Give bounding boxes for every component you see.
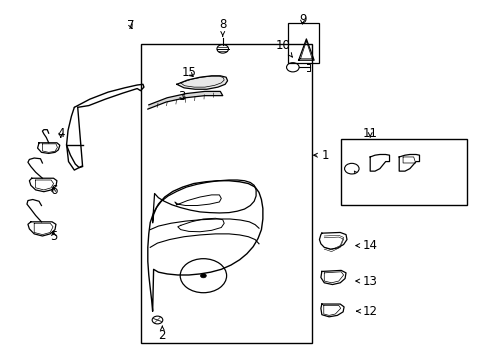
Bar (140, 44, 311, 343)
Polygon shape (177, 76, 227, 89)
Text: 2: 2 (158, 326, 166, 342)
Text: 9: 9 (298, 13, 305, 26)
Text: 6: 6 (50, 184, 57, 197)
Text: 10: 10 (275, 39, 292, 57)
Text: 8: 8 (219, 18, 226, 36)
Text: 7: 7 (127, 19, 134, 32)
Text: 13: 13 (355, 275, 377, 288)
Text: 3: 3 (178, 90, 185, 103)
Text: 1: 1 (313, 149, 329, 162)
Bar (287, 23, 319, 63)
Text: 12: 12 (356, 305, 377, 318)
Text: 5: 5 (50, 230, 57, 243)
Text: 11: 11 (362, 127, 377, 140)
Text: 4: 4 (57, 127, 64, 140)
Circle shape (200, 274, 206, 278)
Text: 14: 14 (355, 239, 377, 252)
Bar (341, 139, 466, 205)
Polygon shape (147, 91, 223, 109)
Text: 15: 15 (181, 67, 196, 80)
